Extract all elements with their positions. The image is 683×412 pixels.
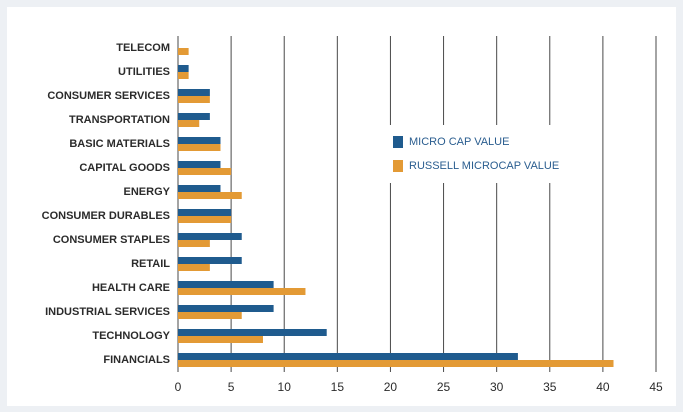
bar bbox=[178, 137, 221, 144]
bar bbox=[178, 360, 614, 367]
bar bbox=[178, 113, 210, 120]
bar bbox=[178, 329, 327, 336]
bar bbox=[178, 312, 242, 319]
x-tick-label: 25 bbox=[437, 380, 451, 394]
category-label: RETAIL bbox=[131, 258, 170, 270]
category-label: INDUSTRIAL SERVICES bbox=[45, 306, 170, 318]
legend-label: RUSSELL MICROCAP VALUE bbox=[409, 160, 559, 172]
bar bbox=[178, 65, 189, 72]
x-tick-label: 35 bbox=[543, 380, 557, 394]
x-tick-label: 45 bbox=[649, 380, 663, 394]
bar bbox=[178, 305, 274, 312]
category-label: TECHNOLOGY bbox=[92, 330, 170, 342]
bar bbox=[178, 144, 221, 151]
x-tick-label: 5 bbox=[228, 380, 235, 394]
bar bbox=[178, 353, 518, 360]
bar bbox=[178, 209, 232, 216]
legend-swatch bbox=[393, 136, 403, 148]
bar bbox=[178, 168, 232, 175]
x-tick-label: 30 bbox=[490, 380, 504, 394]
category-label: TELECOM bbox=[116, 42, 170, 54]
x-tick-label: 15 bbox=[331, 380, 345, 394]
bar bbox=[178, 161, 221, 168]
bar bbox=[178, 336, 263, 343]
category-label: CONSUMER SERVICES bbox=[47, 90, 170, 102]
x-tick-label: 10 bbox=[278, 380, 292, 394]
bar bbox=[178, 89, 210, 96]
bar bbox=[178, 185, 221, 192]
bar bbox=[178, 120, 200, 127]
bar bbox=[178, 216, 232, 223]
bar bbox=[178, 240, 210, 247]
x-tick-label: 0 bbox=[175, 380, 182, 394]
panel bbox=[7, 7, 676, 406]
legend-swatch bbox=[393, 160, 403, 172]
x-tick-label: 40 bbox=[596, 380, 610, 394]
bar bbox=[178, 192, 242, 199]
category-label: CAPITAL GOODS bbox=[79, 162, 170, 174]
category-label: UTILITIES bbox=[118, 66, 170, 78]
bar bbox=[178, 288, 306, 295]
bar bbox=[178, 233, 242, 240]
legend-label: MICRO CAP VALUE bbox=[409, 136, 509, 148]
bar bbox=[178, 264, 210, 271]
category-label: ENERGY bbox=[124, 186, 171, 198]
category-label: FINANCIALS bbox=[103, 354, 170, 366]
category-label: CONSUMER DURABLES bbox=[42, 210, 170, 222]
bar bbox=[178, 257, 242, 264]
bar bbox=[178, 72, 189, 79]
bar bbox=[178, 96, 210, 103]
x-tick-label: 20 bbox=[384, 380, 398, 394]
category-label: TRANSPORTATION bbox=[69, 114, 170, 126]
bar bbox=[178, 281, 274, 288]
bar bbox=[178, 48, 189, 55]
legend-box bbox=[385, 125, 591, 183]
category-label: BASIC MATERIALS bbox=[69, 138, 170, 150]
category-label: HEALTH CARE bbox=[92, 282, 170, 294]
category-label: CONSUMER STAPLES bbox=[53, 234, 170, 246]
